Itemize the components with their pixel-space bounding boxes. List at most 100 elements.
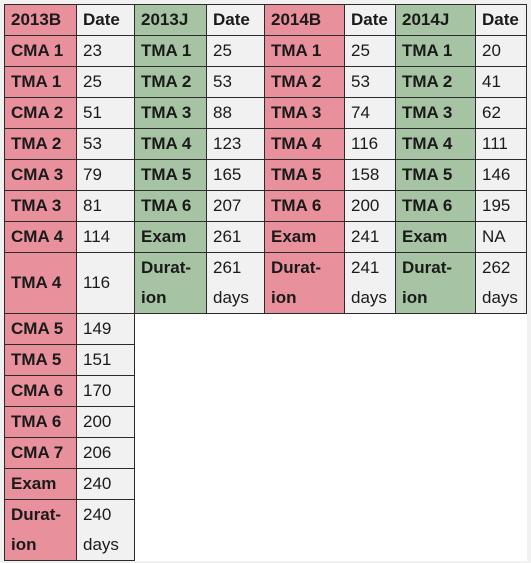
header-2013b: 2013B: [4, 4, 77, 36]
table-row: CMA 1 23 TMA 1 25 TMA 1 25 TMA 1 20: [4, 35, 527, 67]
cell-label-2013b: Durat-ion: [4, 499, 77, 561]
cell-value-2014b: 158: [344, 159, 396, 191]
cell-label-2014j: Durat-ion: [395, 252, 476, 314]
cell-label-2014b: TMA 4: [264, 128, 345, 160]
header-2014j-date: Date: [475, 4, 527, 36]
empty-cell: [344, 468, 396, 500]
table-row: TMA 4 116 Durat-ion 261 days Durat-ion 241 days…: [4, 252, 527, 314]
cell-label-2013b: CMA 1: [4, 35, 77, 67]
empty-cell: [206, 406, 265, 438]
cell-label-2014b: Exam: [264, 221, 345, 253]
empty-cell: [206, 499, 265, 561]
cell-label-2013b: TMA 3: [4, 190, 77, 222]
empty-cell: [264, 406, 345, 438]
cell-value-2014b: 241 days: [344, 252, 396, 314]
cell-label-2014j: TMA 6: [395, 190, 476, 222]
cell-label-2014b: TMA 2: [264, 66, 345, 98]
cell-value-2014j: 41: [475, 66, 527, 98]
table-body: CMA 1 23 TMA 1 25 TMA 1 25 TMA 1 20 TMA 1 25 TMA 2…: [4, 35, 527, 561]
table-row: Durat-ion 240 days: [4, 499, 527, 561]
cell-value-2013b: 240 days: [76, 499, 135, 561]
table-row: Exam 240: [4, 468, 527, 500]
cell-label-2014b: Durat-ion: [264, 252, 345, 314]
empty-cell: [134, 406, 207, 438]
cell-value-2013j: 88: [206, 97, 265, 129]
empty-cell: [395, 499, 476, 561]
schedule-table: 2013B Date 2013J Date 2014B Date 2014J D…: [4, 4, 527, 561]
cell-value-2013b: 200: [76, 406, 135, 438]
cell-value-2014b: 53: [344, 66, 396, 98]
header-row: 2013B Date 2013J Date 2014B Date 2014J D…: [4, 4, 527, 36]
cell-label-2013b: Exam: [4, 468, 77, 500]
empty-cell: [206, 344, 265, 376]
cell-value-2013b: 51: [76, 97, 135, 129]
empty-cell: [395, 406, 476, 438]
empty-cell: [475, 499, 527, 561]
cell-label-2013b: TMA 5: [4, 344, 77, 376]
cell-label-2014b: TMA 3: [264, 97, 345, 129]
cell-value-2013j: 165: [206, 159, 265, 191]
cell-label-2013b: CMA 6: [4, 375, 77, 407]
cell-value-2013j: 261 days: [206, 252, 265, 314]
header-2014b: 2014B: [264, 4, 345, 36]
empty-cell: [344, 313, 396, 345]
empty-cell: [344, 437, 396, 469]
cell-value-2013b: 206: [76, 437, 135, 469]
table-row: TMA 3 81 TMA 6 207 TMA 6 200 TMA 6 195: [4, 190, 527, 222]
cell-value-2014b: 74: [344, 97, 396, 129]
cell-label-2013j: TMA 2: [134, 66, 207, 98]
cell-value-2014j: NA: [475, 221, 527, 253]
cell-value-2014j: 195: [475, 190, 527, 222]
empty-cell: [206, 437, 265, 469]
cell-value-2013b: 23: [76, 35, 135, 67]
cell-label-2013b: CMA 5: [4, 313, 77, 345]
cell-value-2013j: 123: [206, 128, 265, 160]
empty-cell: [206, 375, 265, 407]
cell-label-2013b: TMA 1: [4, 66, 77, 98]
cell-label-2014j: TMA 1: [395, 35, 476, 67]
cell-label-2014b: TMA 6: [264, 190, 345, 222]
table-row: CMA 3 79 TMA 5 165 TMA 5 158 TMA 5 146: [4, 159, 527, 191]
empty-cell: [206, 313, 265, 345]
cell-label-2013j: TMA 3: [134, 97, 207, 129]
cell-label-2013j: Exam: [134, 221, 207, 253]
empty-cell: [475, 468, 527, 500]
cell-value-2013j: 207: [206, 190, 265, 222]
empty-cell: [264, 375, 345, 407]
table-row: CMA 6 170: [4, 375, 527, 407]
cell-label-2014j: Exam: [395, 221, 476, 253]
cell-label-2014b: TMA 1: [264, 35, 345, 67]
cell-label-2013b: CMA 7: [4, 437, 77, 469]
empty-cell: [264, 313, 345, 345]
cell-label-2013j: TMA 5: [134, 159, 207, 191]
empty-cell: [395, 468, 476, 500]
cell-value-2014b: 116: [344, 128, 396, 160]
table-row: CMA 2 51 TMA 3 88 TMA 3 74 TMA 3 62: [4, 97, 527, 129]
empty-cell: [344, 375, 396, 407]
table-row: TMA 5 151: [4, 344, 527, 376]
cell-value-2013j: 261: [206, 221, 265, 253]
cell-value-2013b: 149: [76, 313, 135, 345]
cell-label-2013b: TMA 2: [4, 128, 77, 160]
cell-value-2014j: 62: [475, 97, 527, 129]
cell-label-2013b: CMA 2: [4, 97, 77, 129]
cell-value-2013b: 114: [76, 221, 135, 253]
empty-cell: [134, 468, 207, 500]
empty-cell: [264, 344, 345, 376]
cell-value-2014j: 146: [475, 159, 527, 191]
empty-cell: [134, 499, 207, 561]
cell-value-2013b: 151: [76, 344, 135, 376]
empty-cell: [264, 468, 345, 500]
empty-cell: [475, 437, 527, 469]
table-row: TMA 2 53 TMA 4 123 TMA 4 116 TMA 4 111: [4, 128, 527, 160]
empty-cell: [344, 344, 396, 376]
cell-label-2013j: Durat-ion: [134, 252, 207, 314]
cell-label-2013j: TMA 1: [134, 35, 207, 67]
cell-value-2013b: 25: [76, 66, 135, 98]
cell-value-2013b: 240: [76, 468, 135, 500]
cell-value-2014b: 200: [344, 190, 396, 222]
header-2014b-date: Date: [344, 4, 396, 36]
header-2014j: 2014J: [395, 4, 476, 36]
table-row: CMA 7 206: [4, 437, 527, 469]
empty-cell: [475, 406, 527, 438]
